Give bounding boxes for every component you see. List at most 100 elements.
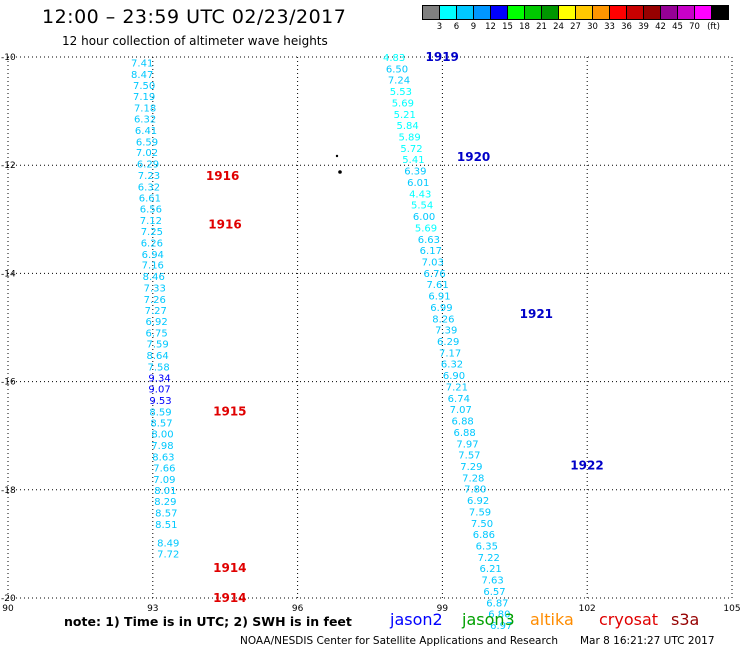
- wave-height-value: 7.59: [146, 340, 168, 351]
- wave-height-value: 5.84: [397, 121, 419, 132]
- wave-height-value: 7.28: [462, 473, 484, 484]
- wave-height-value: 6.00: [413, 212, 435, 223]
- page-title: 12:00 – 23:59 UTC 02/23/2017: [42, 6, 347, 28]
- longitude-tick-label: 96: [292, 604, 304, 614]
- satellite-legend-cryosat: cryosat: [599, 610, 659, 629]
- wave-height-value: 7.41: [131, 58, 153, 69]
- wave-height-value: 6.61: [139, 194, 161, 205]
- color-scale-label: 6: [453, 22, 460, 32]
- color-scale-legend: 3 6 9 12 15 18 21 24 27 30 33 36 39 42 45 70 (ft): [422, 5, 729, 35]
- wave-height-value: 9.34: [148, 373, 170, 384]
- wave-height-value: 7.39: [435, 326, 457, 337]
- wave-height-value: 6.26: [141, 239, 163, 250]
- wave-height-value: 6.50: [386, 64, 408, 75]
- wave-height-value: 9.07: [148, 385, 170, 396]
- footer-note: note: 1) Time is in UTC; 2) SWH is in fe…: [64, 614, 352, 629]
- satellite-legend-s3a: s3a: [671, 610, 700, 629]
- wave-height-value: 6.63: [418, 235, 440, 246]
- wave-height-value: 7.72: [157, 550, 179, 561]
- wave-height-value: 7.63: [481, 576, 503, 587]
- latitude-tick-label: -16: [1, 378, 16, 388]
- pass-time-label: 1919: [426, 50, 459, 64]
- wave-height-value: 7.58: [147, 362, 169, 373]
- color-scale-label: 21: [536, 22, 547, 32]
- color-scale-label: 30: [587, 22, 598, 32]
- wave-height-value: 6.35: [476, 542, 498, 553]
- latitude-tick-label: -20: [1, 594, 16, 604]
- color-swatch: [711, 5, 729, 20]
- longitude-tick-label: 99: [437, 604, 449, 614]
- wave-height-value: 6.91: [428, 292, 450, 303]
- wave-height-value: 6.29: [137, 160, 159, 171]
- wave-height-value: 7.16: [142, 261, 164, 272]
- wave-height-value: 7.59: [469, 507, 491, 518]
- wave-height-value: 8.26: [432, 314, 454, 325]
- wave-height-value: 6.32: [138, 182, 160, 193]
- wave-height-value: 5.72: [400, 144, 422, 155]
- wave-height-value: 6.88: [453, 428, 475, 439]
- wave-height-value: 6.90: [443, 371, 465, 382]
- wave-height-value: 7.19: [133, 92, 155, 103]
- wave-height-value: 7.29: [460, 462, 482, 473]
- wave-height-value: 7.18: [134, 103, 156, 114]
- latitude-tick-label: -12: [1, 161, 16, 171]
- wave-height-value: 7.80: [464, 485, 486, 496]
- wave-height-value: 7.25: [141, 227, 163, 238]
- wave-height-value: 6.21: [480, 564, 502, 575]
- wave-height-value: 7.50: [471, 519, 493, 530]
- pass-time-label: 1916: [208, 218, 241, 232]
- island-mark: [335, 154, 339, 158]
- wave-height-value: 6.97: [490, 621, 512, 632]
- wave-height-value: 5.53: [390, 87, 412, 98]
- color-scale-swatches: [422, 5, 729, 20]
- wave-height-value: 7.02: [136, 148, 158, 159]
- wave-height-value: 6.88: [452, 417, 474, 428]
- wave-height-value: 6.39: [404, 167, 426, 178]
- satellite-legend-jason2: jason2: [390, 610, 443, 629]
- wave-height-value: 6.29: [437, 337, 459, 348]
- wave-height-value: 4.83: [383, 53, 405, 64]
- wave-height-value: 6.57: [483, 587, 505, 598]
- wave-height-value: 4.43: [409, 189, 431, 200]
- wave-height-value: 8.46: [143, 272, 165, 283]
- wave-height-value: 5.41: [402, 155, 424, 166]
- wave-height-value: 8.49: [157, 538, 179, 549]
- wave-height-value: 7.22: [478, 553, 500, 564]
- longitude-tick-label: 90: [2, 604, 14, 614]
- color-scale-labels: 3 6 9 12 15 18 21 24 27 30 33 36 39 42 45 70 (ft): [422, 22, 728, 32]
- pass-time-label: 1914: [213, 561, 246, 575]
- wave-height-value: 8.57: [155, 509, 177, 520]
- pass-time-label: 1921: [520, 307, 553, 321]
- color-scale-unit: (ft): [707, 22, 720, 32]
- satellite-legend-altika: altika: [530, 610, 574, 629]
- wave-height-value: 6.86: [473, 530, 495, 541]
- pass-time-label: 1915: [213, 404, 246, 418]
- pass-time-label: 1922: [570, 458, 603, 472]
- color-scale-label: 24: [553, 22, 564, 32]
- pass-time-label: 1920: [457, 150, 490, 164]
- wave-height-value: 7.33: [144, 283, 166, 294]
- color-scale-label: 27: [570, 22, 581, 32]
- pass-time-label: 1916: [206, 169, 239, 183]
- wave-height-value: 7.97: [456, 439, 478, 450]
- wave-height-value: 6.01: [407, 178, 429, 189]
- longitude-tick-label: 105: [723, 604, 740, 614]
- wave-height-value: 7.66: [153, 464, 175, 475]
- wave-height-value: 8.64: [146, 351, 168, 362]
- wave-height-value: 5.21: [394, 110, 416, 121]
- pass-time-label: 1914: [213, 591, 246, 605]
- island-mark: [338, 170, 342, 174]
- wave-height-value: 9.53: [149, 396, 171, 407]
- wave-height-value: 7.61: [426, 280, 448, 291]
- wave-height-value: 8.29: [154, 497, 176, 508]
- wave-height-value: 7.07: [450, 405, 472, 416]
- wave-height-value: 6.32: [134, 115, 156, 126]
- longitude-tick-label: 102: [579, 604, 596, 614]
- footer-generated-date: Mar 8 16:21:27 UTC 2017: [580, 635, 715, 647]
- wave-height-value: 7.24: [388, 76, 410, 87]
- wave-height-value: 7.26: [144, 295, 166, 306]
- wave-height-value: 6.56: [140, 204, 162, 215]
- color-scale-label: 3: [436, 22, 443, 32]
- wave-height-value: 7.50: [133, 81, 155, 92]
- wave-height-value: 8.00: [151, 430, 173, 441]
